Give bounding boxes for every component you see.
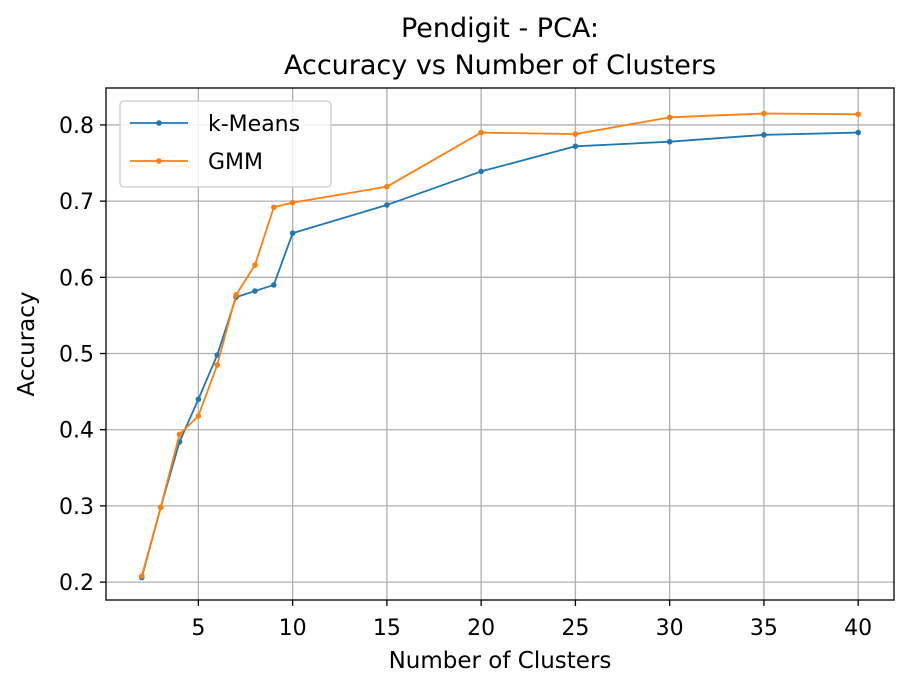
x-tick-label: 30 [656,616,684,641]
data-point-gmm [289,199,296,206]
series-line-k-means [140,131,859,578]
data-point-gmm [270,204,277,211]
legend-gmm-marker [156,158,162,164]
y-tick-label: 0.8 [59,114,94,139]
chart-title-line-2: Accuracy vs Number of Clusters [284,50,716,81]
y-tick-label: 0.7 [59,190,94,215]
data-point-gmm [252,262,258,268]
plot-area-frame [105,87,895,601]
data-point-gmm [666,114,673,121]
data-point-k-means [289,230,296,236]
x-tick-label: 20 [467,616,495,641]
data-point-gmm [139,573,145,579]
y-tick-label: 0.4 [59,419,94,444]
data-point-gmm [572,131,579,137]
legend-kmeans-marker [156,120,162,126]
data-point-gmm [855,111,861,118]
x-tick-label: 40 [844,616,872,641]
data-point-gmm [214,362,221,368]
y-axis-label: Accuracy [14,291,40,396]
y-tick-label: 0.2 [59,571,94,596]
data-point-gmm [384,183,390,190]
x-axis-label: Number of Clusters [389,648,612,674]
y-tick-label: 0.5 [59,343,94,368]
x-tick-label: 10 [279,616,307,641]
data-point-gmm [233,292,239,298]
chart-title-line-1: Pendigit - PCA: [401,13,599,44]
x-tick-label: 35 [750,616,778,641]
data-series [139,110,861,581]
y-tick-label: 0.3 [59,495,94,520]
data-point-k-means [270,282,277,288]
data-point-k-means [855,129,861,136]
data-point-k-means [478,168,484,175]
data-point-k-means [666,138,673,145]
legend: k-Means GMM [119,100,332,188]
data-point-gmm [195,413,202,419]
y-tick-label: 0.6 [59,266,94,291]
data-point-gmm [176,431,183,438]
x-tick-label: 15 [373,616,401,641]
data-point-gmm [157,504,164,511]
data-point-gmm [761,110,767,117]
data-point-k-means [195,396,202,403]
x-tick-label: 25 [561,616,589,641]
legend-kmeans-label: k-Means [208,112,300,137]
axis-ticks: 5 10 15 20 25 30 35 40 0.2 0.3 0.4 0.5 0.6 0.7 0.8 [59,114,872,641]
legend-gmm-label: GMM [208,150,263,175]
x-tick-label: 5 [191,616,205,641]
data-point-k-means [252,288,258,294]
data-point-gmm [478,129,484,136]
data-point-k-means [761,132,767,138]
grid-lines [106,88,894,600]
data-point-k-means [384,202,390,208]
data-point-k-means [572,143,579,150]
